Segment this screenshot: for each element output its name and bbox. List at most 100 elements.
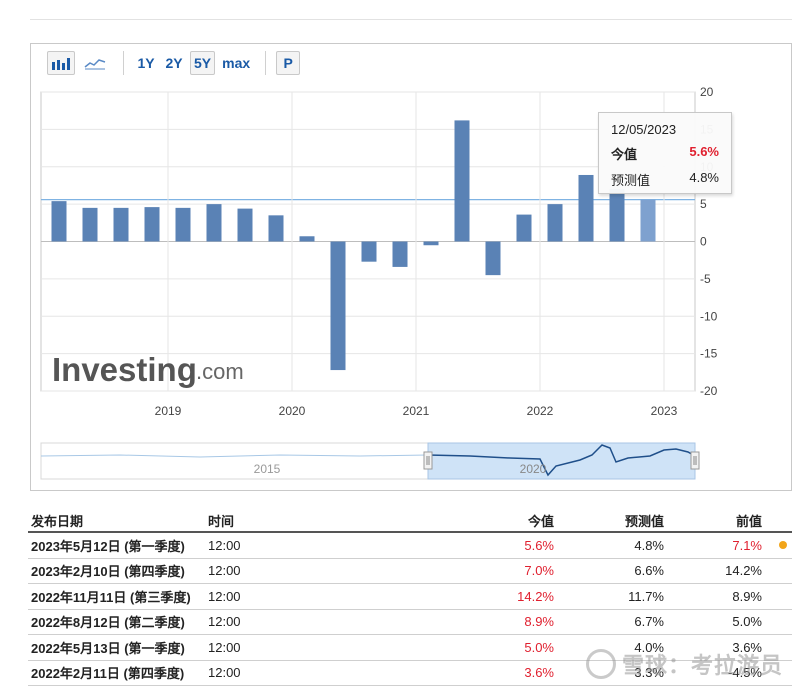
cell-previous: 14.2% <box>725 563 762 579</box>
bar-2021Q4[interactable] <box>485 241 501 276</box>
navigator-selection[interactable] <box>427 442 696 480</box>
cell-actual: 14.2% <box>517 588 554 604</box>
release-table: 发布日期 时间 今值 预测值 前值 2023年5月12日 (第一季度) 12:00… <box>28 509 792 686</box>
y-tick-label: -10 <box>700 309 718 323</box>
data-tooltip: 12/05/2023 今值 5.6% 预测值 4.8% <box>598 112 732 194</box>
y-tick-label: -20 <box>700 384 718 398</box>
bar-2019Q3[interactable] <box>206 204 222 242</box>
cell-time: 12:00 <box>208 665 241 681</box>
latest-release-dot-icon <box>779 541 787 550</box>
bar-2020Q4[interactable] <box>361 241 377 262</box>
cell-forecast: 6.7% <box>634 614 664 630</box>
cell-actual: 8.9% <box>524 614 554 630</box>
table-row[interactable]: 2022年5月13日 (第一季度) 12:00 5.0% 4.0% 3.6% <box>28 635 792 661</box>
table-body: 2023年5月12日 (第一季度) 12:00 5.6% 4.8% 7.1% 2023年2… <box>28 533 792 686</box>
cell-date: 2022年2月11日 (第四季度) <box>31 666 185 682</box>
bar-2019Q4[interactable] <box>237 208 253 242</box>
header-previous[interactable]: 前值 <box>735 513 762 529</box>
table-header: 发布日期 时间 今值 预测值 前值 <box>28 509 792 533</box>
investing-logo: Investing .com <box>52 351 244 388</box>
x-tick-label: 2020 <box>279 404 306 418</box>
bar-2022Q1[interactable] <box>516 214 532 242</box>
tooltip-actual-value: 5.6% <box>689 144 719 159</box>
cell-actual: 5.0% <box>524 639 554 655</box>
snowball-logo-icon <box>586 649 616 679</box>
cell-date: 2022年5月13日 (第一季度) <box>31 640 185 656</box>
navigator-handle-left[interactable] <box>423 451 433 470</box>
navigator-handle-right[interactable] <box>690 451 700 470</box>
navigator-history-line <box>40 454 429 458</box>
cell-previous: 8.9% <box>732 588 762 604</box>
bar-2018Q2[interactable] <box>51 201 67 242</box>
line-chart-icon[interactable] <box>81 51 109 75</box>
cell-date: 2023年2月10日 (第四季度) <box>31 564 185 580</box>
top-divider <box>30 19 792 20</box>
y-tick-label: -5 <box>700 272 711 286</box>
chart-toolbar: 1Y 2Y 5Y max P <box>47 50 304 76</box>
navigator-series-line <box>427 444 696 477</box>
cell-time: 12:00 <box>208 563 241 579</box>
bar-2019Q2[interactable] <box>175 207 191 242</box>
cell-time: 12:00 <box>208 639 241 655</box>
bar-2023Q1[interactable] <box>640 199 656 242</box>
header-forecast[interactable]: 预测值 <box>624 513 664 529</box>
range-2y-button[interactable]: 2Y <box>165 55 183 71</box>
table-row[interactable]: 2022年8月12日 (第二季度) 12:00 8.9% 6.7% 5.0% <box>28 610 792 635</box>
bar-2020Q2[interactable] <box>299 236 315 242</box>
tooltip-date: 12/05/2023 <box>611 122 677 137</box>
cell-forecast: 4.8% <box>634 537 664 553</box>
range-5y-button[interactable]: 5Y <box>190 51 216 75</box>
tooltip-actual-label: 今值 <box>611 147 638 162</box>
bar-2020Q1[interactable] <box>268 215 284 242</box>
bar-2021Q3[interactable] <box>454 120 470 242</box>
y-tick-label: 20 <box>700 85 714 99</box>
cell-forecast: 4.0% <box>634 639 664 655</box>
header-actual[interactable]: 今值 <box>527 513 554 529</box>
bar-2022Q2[interactable] <box>547 204 563 242</box>
cell-previous: 3.6% <box>732 639 762 655</box>
bar-2019Q1[interactable] <box>144 207 160 242</box>
p-button[interactable]: P <box>276 51 301 75</box>
toolbar-separator <box>265 51 267 75</box>
bar-2020Q3[interactable] <box>330 241 346 371</box>
range-1y-button[interactable]: 1Y <box>137 55 155 71</box>
y-tick-label: 0 <box>700 235 707 249</box>
x-tick-label: 2023 <box>651 404 678 418</box>
y-tick-label: -15 <box>700 347 718 361</box>
table-row[interactable]: 2023年5月12日 (第一季度) 12:00 5.6% 4.8% 7.1% <box>28 533 792 559</box>
x-tick-label: 2022 <box>527 404 554 418</box>
watermark-text: 雪球：考拉游员 <box>622 653 784 678</box>
cell-actual: 7.0% <box>524 563 554 579</box>
bar-2022Q4[interactable] <box>609 189 625 242</box>
cell-date: 2022年8月12日 (第二季度) <box>31 615 185 631</box>
cell-actual: 5.6% <box>524 537 554 553</box>
cell-time: 12:00 <box>208 588 241 604</box>
navigator-label-2020: 2020 <box>520 462 547 476</box>
bar-2018Q4[interactable] <box>113 207 129 242</box>
logo-suffix: .com <box>196 359 244 384</box>
bar-2018Q3[interactable] <box>82 207 98 242</box>
cell-forecast: 3.3% <box>634 665 664 681</box>
range-max-button[interactable]: max <box>222 55 251 71</box>
bar-chart-icon[interactable] <box>47 51 75 75</box>
tooltip-forecast-label: 预测值 <box>611 173 651 188</box>
y-tick-label: 5 <box>700 197 707 211</box>
bar-2022Q3[interactable] <box>578 174 594 242</box>
bar-2021Q1[interactable] <box>392 241 408 267</box>
navigator[interactable]: 2015 2020 <box>40 442 700 480</box>
cell-previous: 5.0% <box>732 614 762 630</box>
bar-2021Q2[interactable] <box>423 241 439 246</box>
cell-previous: 7.1% <box>732 537 762 553</box>
x-tick-label: 2021 <box>403 404 430 418</box>
table-row[interactable]: 2022年2月11日 (第四季度) 12:00 3.6% 3.3% -4.5% <box>28 661 792 686</box>
logo-brand: Investing <box>52 351 197 388</box>
cell-date: 2022年11月11日 (第三季度) <box>31 589 191 605</box>
table-row[interactable]: 2022年11月11日 (第三季度) 12:00 14.2% 11.7% 8.9% <box>28 584 792 610</box>
cell-forecast: 11.7% <box>628 588 664 604</box>
header-release-date[interactable]: 发布日期 <box>31 513 84 529</box>
navigator-label-2015: 2015 <box>254 462 281 476</box>
bars[interactable] <box>51 120 656 371</box>
table-row[interactable]: 2023年2月10日 (第四季度) 12:00 7.0% 6.6% 14.2% <box>28 559 792 584</box>
header-time[interactable]: 时间 <box>208 513 235 529</box>
cell-date: 2023年5月12日 (第一季度) <box>31 538 185 554</box>
